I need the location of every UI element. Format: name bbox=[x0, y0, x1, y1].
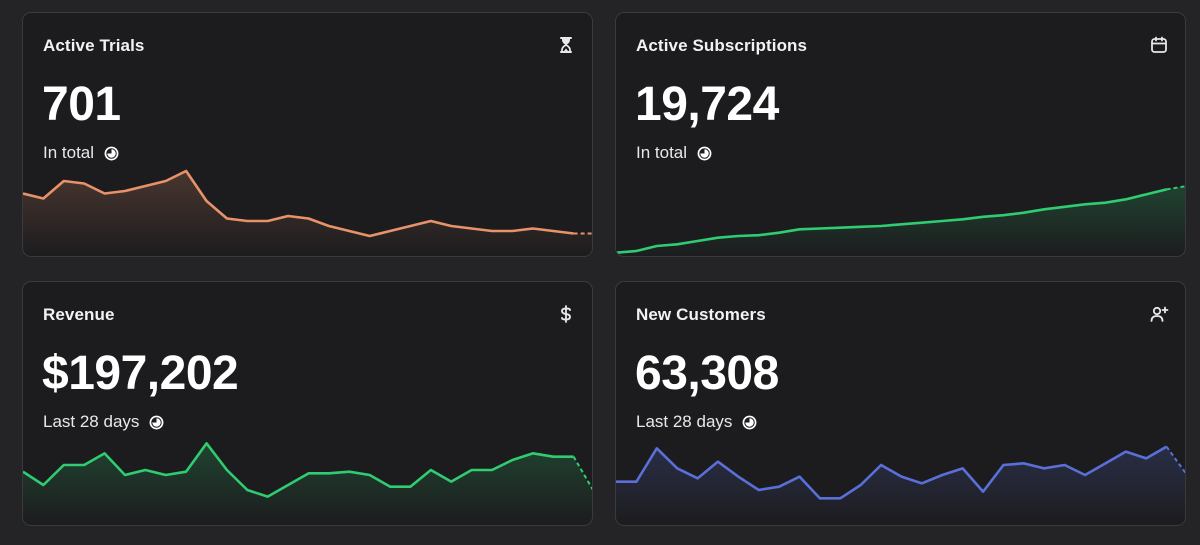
card-title: Revenue bbox=[43, 305, 115, 324]
metric-value: 19,724 bbox=[635, 78, 779, 131]
chart-line bbox=[23, 442, 574, 498]
trend-chart bbox=[23, 442, 592, 525]
metric-value: 63,308 bbox=[635, 347, 779, 400]
chart-line bbox=[23, 169, 574, 238]
info-icon[interactable] bbox=[697, 146, 712, 161]
card-new-customers[interactable]: New Customers 63,308 Last 28 days bbox=[615, 281, 1186, 526]
trend-chart bbox=[23, 169, 592, 256]
chart-area bbox=[23, 443, 592, 525]
trend-chart bbox=[616, 445, 1185, 525]
card-active-trials[interactable]: Active Trials 701 In total bbox=[22, 12, 593, 257]
metric-value: $197,202 bbox=[42, 347, 239, 400]
card-revenue[interactable]: Revenue $197,202 Last 28 days bbox=[22, 281, 593, 526]
metric-subtitle: In total bbox=[43, 143, 119, 163]
card-title: Active Trials bbox=[43, 36, 145, 55]
subtitle-text: Last 28 days bbox=[636, 412, 733, 431]
metric-subtitle: In total bbox=[636, 143, 712, 163]
card-title: New Customers bbox=[636, 305, 766, 324]
chart-projection-line bbox=[1165, 446, 1185, 474]
card-title: Active Subscriptions bbox=[636, 36, 808, 55]
metric-subtitle: Last 28 days bbox=[43, 412, 164, 432]
chart-line bbox=[616, 188, 1167, 254]
hourglass-icon bbox=[560, 37, 572, 53]
chart-line bbox=[616, 445, 1168, 500]
info-icon[interactable] bbox=[104, 146, 119, 161]
chart-area bbox=[23, 171, 592, 256]
chart-projection-line bbox=[1166, 185, 1185, 191]
chart-area bbox=[616, 186, 1185, 256]
dollar-icon bbox=[561, 305, 571, 323]
metric-subtitle: Last 28 days bbox=[636, 412, 757, 432]
calendar-icon bbox=[1151, 36, 1167, 53]
subtitle-text: Last 28 days bbox=[43, 412, 140, 431]
subtitle-text: In total bbox=[43, 143, 95, 162]
subtitle-text: In total bbox=[636, 143, 688, 162]
trend-chart bbox=[616, 185, 1185, 256]
chart-area bbox=[616, 446, 1185, 525]
user-plus-icon bbox=[1150, 306, 1169, 322]
info-icon[interactable] bbox=[149, 415, 164, 430]
card-active-subscriptions[interactable]: Active Subscriptions 19,724 In total bbox=[615, 12, 1186, 257]
info-icon[interactable] bbox=[742, 415, 757, 430]
metric-value: 701 bbox=[42, 78, 121, 131]
